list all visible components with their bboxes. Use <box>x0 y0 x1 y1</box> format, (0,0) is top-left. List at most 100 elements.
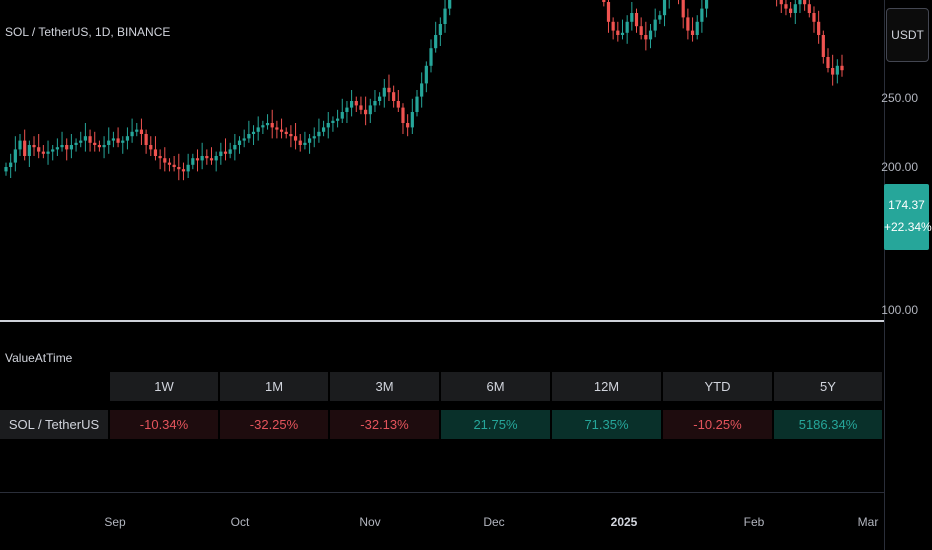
symbol-title: SOL / TetherUS, 1D, BINANCE <box>5 25 171 39</box>
candle <box>251 125 256 145</box>
candle <box>602 0 606 7</box>
candle <box>658 10 662 24</box>
candle <box>261 120 265 134</box>
candle <box>181 162 186 181</box>
pane-separator[interactable] <box>0 320 884 322</box>
column-header: 5Y <box>774 372 882 401</box>
candle <box>695 15 699 40</box>
value-cell: 21.75% <box>441 410 550 439</box>
candle <box>835 59 839 84</box>
time-label: Oct <box>230 515 250 529</box>
time-label: Nov <box>359 515 381 529</box>
candle <box>798 0 802 13</box>
candle <box>382 79 386 108</box>
candle <box>79 131 83 148</box>
candle <box>284 127 288 139</box>
candle <box>97 140 102 152</box>
candle <box>644 21 648 51</box>
candle <box>41 145 45 159</box>
candle <box>205 149 209 165</box>
candle <box>807 0 811 18</box>
value-cell: -32.13% <box>330 410 439 439</box>
price-chart-pane[interactable] <box>0 0 884 320</box>
candle <box>611 17 615 40</box>
indicator-name[interactable]: ValueAtTime <box>5 351 73 365</box>
candle <box>630 1 634 31</box>
candle <box>242 129 246 148</box>
candle <box>116 127 120 148</box>
candle <box>620 19 625 40</box>
candle <box>826 48 830 73</box>
candle <box>812 6 816 33</box>
candle <box>354 96 358 112</box>
candle <box>840 54 844 77</box>
candle <box>401 103 405 134</box>
candle <box>265 114 270 130</box>
row-label: SOL / TetherUS <box>0 410 108 439</box>
candle <box>149 136 153 156</box>
candle <box>364 96 368 126</box>
candle <box>326 112 330 139</box>
value-cell: -10.25% <box>663 410 772 439</box>
candle <box>209 147 214 165</box>
candle <box>83 123 87 152</box>
candle <box>448 0 452 16</box>
candle <box>392 85 396 108</box>
candle <box>237 136 242 154</box>
time-label: Sep <box>104 515 126 529</box>
header-row: 1W 1M 3M 6M 12M YTD 5Y <box>0 372 884 401</box>
candle <box>293 123 298 150</box>
candle <box>429 39 433 73</box>
candle <box>434 21 438 53</box>
candle <box>27 140 31 167</box>
candle <box>378 92 382 106</box>
value-cell: 71.35% <box>552 410 661 439</box>
candle <box>625 15 629 44</box>
currency-button[interactable]: USDT <box>886 8 929 62</box>
candle <box>681 0 685 29</box>
candle <box>270 109 274 139</box>
candle <box>606 0 611 33</box>
candlestick-chart[interactable] <box>0 0 884 320</box>
candle <box>340 98 344 123</box>
candle <box>410 98 414 134</box>
candle <box>247 120 251 143</box>
candle <box>214 151 218 172</box>
candle <box>784 0 788 16</box>
value-cell: 5186.34% <box>774 410 882 439</box>
candle <box>144 129 148 154</box>
candle <box>111 131 116 148</box>
candle <box>102 136 106 159</box>
last-price-change: +22.34% <box>884 220 932 234</box>
candle <box>424 61 428 93</box>
time-label: Mar <box>857 515 879 529</box>
candle <box>335 109 340 128</box>
value-cell: -10.34% <box>110 410 218 439</box>
price-axis[interactable]: 250.00 200.00 100.00 <box>881 0 932 550</box>
candle <box>139 118 144 145</box>
candle <box>13 136 17 172</box>
last-price-badge: 174.37 +22.34% <box>884 184 932 250</box>
candle <box>93 131 97 152</box>
candle <box>704 0 709 18</box>
table-row: SOL / TetherUS -10.34% -32.25% -32.13% 2… <box>0 410 884 439</box>
candle <box>32 136 36 156</box>
candle <box>345 101 349 123</box>
candle <box>668 0 670 9</box>
candle <box>177 153 181 181</box>
candle <box>303 131 307 150</box>
candle <box>298 134 302 152</box>
candle <box>331 116 335 132</box>
candle <box>23 129 27 161</box>
candle <box>121 136 125 154</box>
candle <box>406 114 410 137</box>
candle <box>37 134 41 159</box>
candle <box>74 138 78 152</box>
candle <box>233 134 237 161</box>
candle <box>279 118 284 139</box>
candle <box>700 0 704 33</box>
candle <box>88 129 92 152</box>
candle <box>228 142 232 159</box>
candle <box>65 138 69 161</box>
candle <box>789 1 793 18</box>
